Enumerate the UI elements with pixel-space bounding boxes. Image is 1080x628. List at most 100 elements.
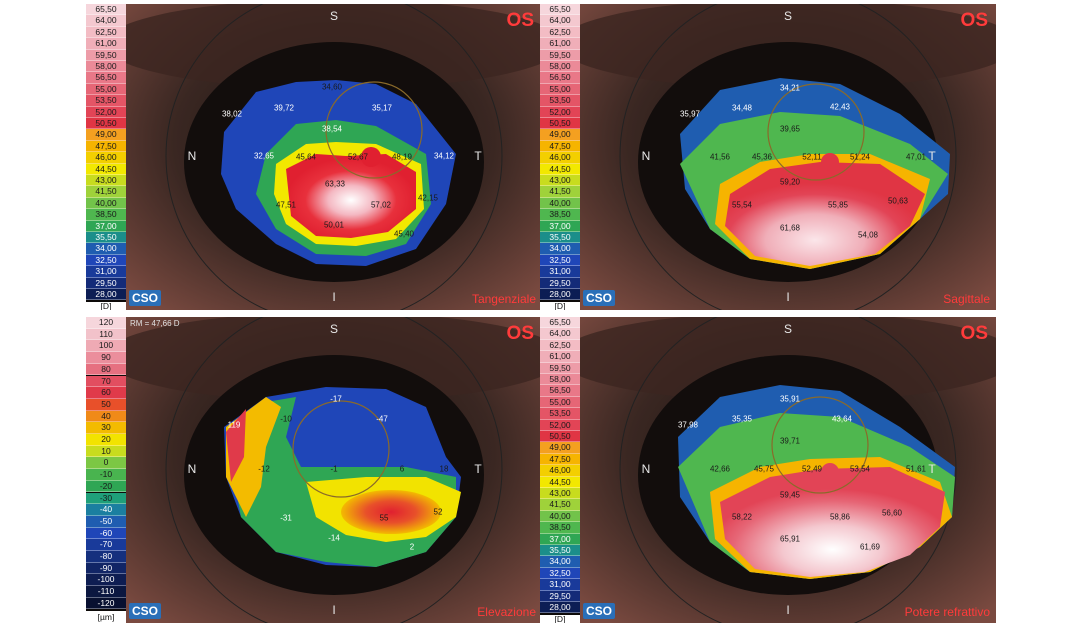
scale-value: 43,00 [540, 488, 580, 500]
topography-map[interactable]: S I N T OS Sagittale CSO 34,21 35,97 34,… [580, 4, 996, 310]
sagittal-map-panel[interactable]: 65,50 64,00 62,50 61,00 59,50 58,00 56,50 55,00… [540, 4, 996, 310]
scale-value: 53,50 [540, 408, 580, 420]
topography-map[interactable]: RM = 47,66 D S I N T OS Elevazione CSO -… [126, 317, 542, 623]
scale-value: 46,00 [540, 465, 580, 477]
value-label: 39,71 [779, 436, 801, 446]
scale-value: 64,00 [540, 328, 580, 340]
tangential-map-panel[interactable]: 65,50 64,00 62,50 61,00 59,50 58,00 56,50 55,00… [86, 4, 542, 310]
direction-inferior: I [332, 290, 336, 304]
value-label: 18 [439, 464, 449, 474]
direction-temporal: T [928, 462, 936, 476]
direction-nasal: N [187, 462, 197, 476]
scale-value: -10 [86, 469, 126, 481]
scale-value: 32,50 [540, 254, 580, 267]
value-label: 34,60 [321, 82, 343, 92]
value-label: 61,68 [779, 223, 801, 233]
scale-value: 30 [86, 422, 126, 434]
value-label: 35,17 [371, 103, 393, 113]
scale-value: 56,50 [86, 72, 126, 84]
direction-superior: S [329, 322, 339, 336]
map-name: Elevazione [477, 605, 536, 619]
scale-value: -50 [86, 515, 126, 528]
value-label: 65,91 [779, 534, 801, 544]
scale-value: 56,50 [540, 385, 580, 397]
value-label: 34,48 [731, 103, 753, 113]
scale-unit: [D] [540, 615, 580, 623]
scale-value: 32,50 [86, 254, 126, 267]
direction-temporal: T [474, 149, 482, 163]
scale-value: 37,00 [86, 220, 126, 232]
scale-value: 120 [86, 317, 126, 329]
scale-value: 62,50 [540, 339, 580, 352]
scale-value: 52,00 [86, 106, 126, 118]
scale-value: 61,00 [540, 351, 580, 363]
scale-value: 59,50 [540, 49, 580, 61]
scale-value: 31,00 [86, 266, 126, 278]
scale-value: 56,50 [540, 72, 580, 84]
map-name: Tangenziale [471, 292, 536, 306]
color-scale: 120 110 100 90 80 70 60 50 40 30 20 10 0 -10 -20 -30 -40… [86, 317, 126, 623]
scale-value: 28,00 [540, 289, 580, 301]
scale-value: 44,50 [86, 163, 126, 175]
value-label: 58,86 [829, 512, 851, 522]
value-label: 35,91 [779, 394, 801, 404]
value-label: 39,72 [273, 103, 295, 113]
direction-superior: S [329, 9, 339, 23]
scale-value: 65,50 [86, 4, 126, 16]
direction-inferior: I [786, 290, 790, 304]
value-label: -47 [376, 414, 388, 424]
eye-indicator: OS [506, 10, 534, 31]
scale-unit: [D] [86, 302, 126, 310]
scale-unit: [µm] [86, 611, 126, 623]
value-label: 54,08 [857, 230, 879, 240]
value-label: 61,69 [859, 542, 881, 552]
scale-value: 29,50 [86, 277, 126, 289]
value-label: 51,24 [849, 152, 871, 162]
scale-value: 64,00 [86, 15, 126, 27]
scale-value: 37,00 [540, 220, 580, 232]
topography-map[interactable]: S I N T OS Potere refrattivo CSO 35,91 3… [580, 317, 996, 623]
scale-value: 59,50 [540, 362, 580, 374]
scale-value: 100 [86, 340, 126, 353]
scale-value: -120 [86, 597, 126, 610]
value-label: 53,54 [849, 464, 871, 474]
value-label: 6 [399, 464, 405, 474]
value-label: -12 [258, 464, 270, 474]
direction-inferior: I [332, 603, 336, 617]
cso-logo: CSO [583, 603, 616, 619]
scale-value: 35,50 [540, 232, 580, 244]
scale-value: 44,50 [540, 476, 580, 488]
cso-logo: CSO [583, 290, 616, 306]
color-scale: 65,50 64,00 62,50 61,00 59,50 58,00 56,50 55,00… [540, 317, 580, 623]
eye-indicator: OS [506, 323, 534, 344]
elevation-map-panel[interactable]: 120 110 100 90 80 70 60 50 40 30 20 10 0 -10 -20 -30 -40… [86, 317, 542, 623]
scale-value: 62,50 [540, 26, 580, 39]
scale-value: 52,00 [540, 419, 580, 431]
value-label: 34,12 [433, 151, 455, 161]
scale-value: 59,50 [86, 49, 126, 61]
scale-value: 28,00 [540, 602, 580, 614]
topography-map[interactable]: S I N T OS Tangenziale CSO 34,60 38,02 3… [126, 4, 542, 310]
reference-radius: RM = 47,66 D [130, 319, 180, 328]
value-label: 47,51 [275, 200, 297, 210]
scale-value: 80 [86, 363, 126, 376]
scale-value: 61,00 [540, 38, 580, 50]
map-name: Potere refrattivo [904, 605, 990, 619]
scale-value: 34,00 [540, 243, 580, 255]
scale-value: 34,00 [540, 556, 580, 568]
refractive-power-map-panel[interactable]: 65,50 64,00 62,50 61,00 59,50 58,00 56,50 55,00… [540, 317, 996, 623]
value-label: 52,67 [347, 152, 369, 162]
scale-value: 38,50 [86, 209, 126, 221]
scale-value: 55,00 [86, 83, 126, 96]
scale-value: 40,00 [540, 510, 580, 523]
scale-value: 35,50 [540, 545, 580, 557]
eye-indicator: OS [960, 10, 988, 31]
value-label: 38,54 [321, 124, 343, 134]
scale-value: -90 [86, 562, 126, 575]
scale-value: 43,00 [540, 175, 580, 187]
value-label: 63,33 [324, 179, 346, 189]
scale-value: 32,50 [540, 567, 580, 580]
scale-value: -20 [86, 480, 126, 493]
value-label: 45,75 [753, 464, 775, 474]
scale-value: 31,00 [540, 266, 580, 278]
